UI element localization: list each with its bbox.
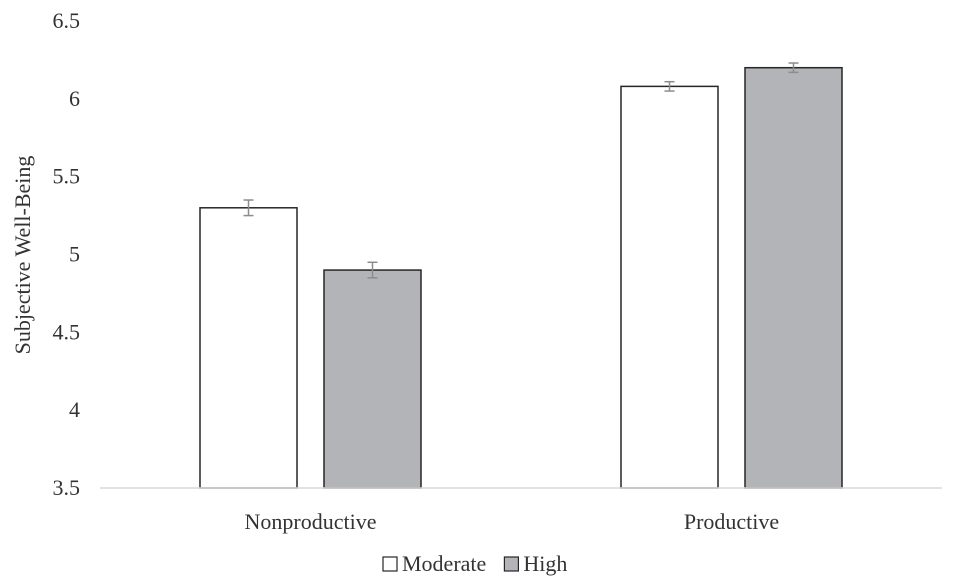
y-tick-label: 3.5	[53, 475, 81, 500]
category-labels: Nonproductive Productive	[245, 509, 780, 534]
bar-high-nonproductive	[323, 269, 422, 489]
legend-swatch-moderate	[382, 556, 398, 572]
bar-high-productive	[744, 66, 843, 489]
y-axis-label: Subjective Well-Being	[10, 156, 35, 355]
bars	[199, 62, 843, 489]
bar-moderate-nonproductive	[199, 207, 298, 489]
y-tick-label: 4	[69, 397, 80, 422]
y-tick-label: 6.5	[53, 8, 81, 33]
legend-swatch-high	[503, 556, 519, 572]
legend-label: High	[523, 551, 567, 576]
category-label: Productive	[684, 509, 779, 534]
category-label: Nonproductive	[245, 509, 377, 534]
y-tick-label: 6	[69, 86, 80, 111]
y-tick-label: 5.5	[53, 164, 81, 189]
y-tick-label: 4.5	[53, 319, 81, 344]
bar-moderate-productive	[620, 85, 719, 489]
legend-label: Moderate	[402, 551, 486, 576]
legend: Moderate High	[382, 551, 567, 576]
y-axis-ticks: 3.5 4 4.5 5 5.5 6 6.5	[53, 8, 81, 500]
y-tick-label: 5	[69, 242, 80, 267]
